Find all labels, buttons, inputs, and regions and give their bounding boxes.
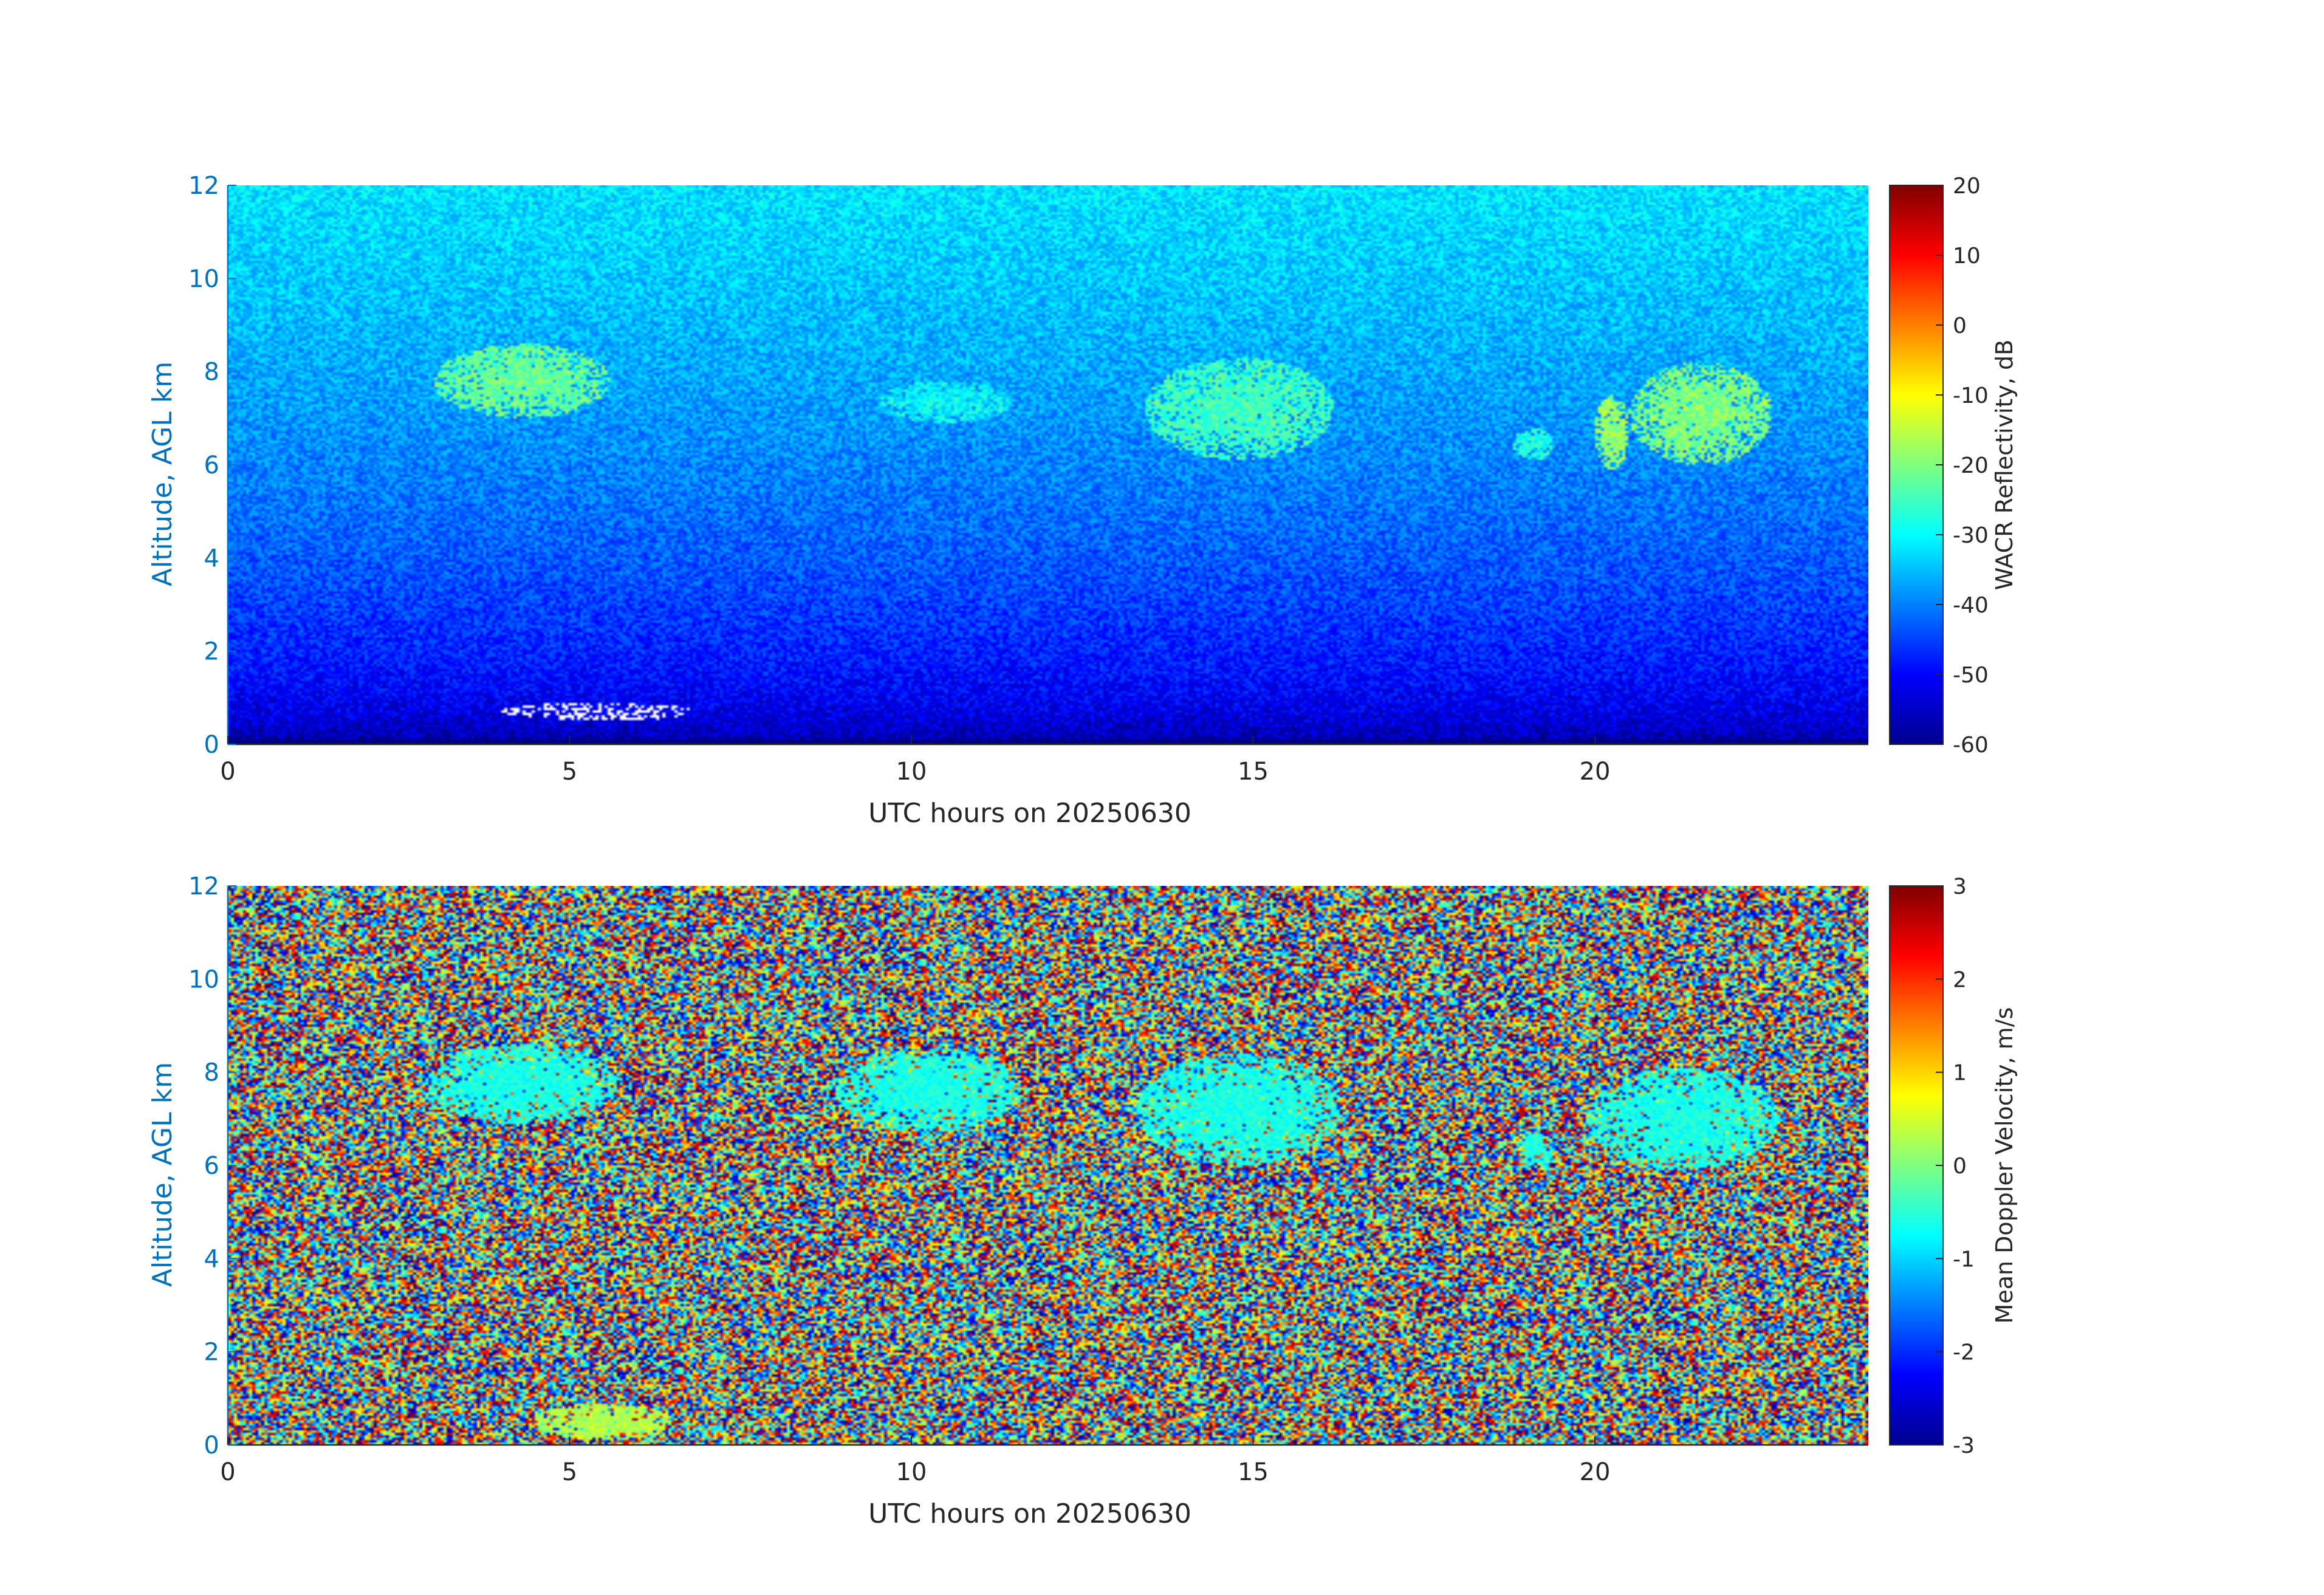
x-tick-label: 10 <box>896 758 927 786</box>
colorbar-tick-label: -60 <box>1953 733 1989 758</box>
x-tick-label: 20 <box>1580 1458 1611 1486</box>
y-tick-label: 2 <box>204 1339 219 1367</box>
colorbar-tick-label: 0 <box>1953 314 1967 338</box>
heatmap-raster-1 <box>228 185 1868 744</box>
heatmap-raster-2 <box>228 886 1868 1445</box>
colorbar-label: WACR Reflectivity, dB <box>1991 340 2018 590</box>
colorbar-tick-label: 2 <box>1953 967 1967 992</box>
y-tick-label: 8 <box>204 1059 219 1087</box>
colorbar-tick-label: 20 <box>1953 174 1981 199</box>
colorbar <box>1889 885 1944 1446</box>
y-tick-label: 0 <box>204 1432 219 1460</box>
y-tick-label: 2 <box>204 638 219 666</box>
colorbar-tick-label: 0 <box>1953 1154 1967 1179</box>
y-tick-label: 4 <box>204 1245 219 1273</box>
panel-1: 0 5 10 15 20 0 2 4 6 8 10 12 UTC hours on 20250630 Al… <box>147 172 2018 829</box>
x-tick-label: 0 <box>220 758 235 786</box>
y-tick-label: 6 <box>204 451 219 479</box>
colorbar-tick-label: -1 <box>1953 1247 1975 1272</box>
colorbar-tick-label: -50 <box>1953 663 1989 688</box>
x-tick-label: 20 <box>1580 758 1611 786</box>
colorbar-label: Mean Doppler Velocity, m/s <box>1991 1007 2018 1324</box>
y-tick-label: 8 <box>204 358 219 386</box>
y-tick-label: 4 <box>204 544 219 572</box>
y-tick-label: 10 <box>188 265 219 293</box>
y-axis-label: Altitude, AGL km <box>147 1062 178 1287</box>
y-tick-label: 12 <box>188 873 219 900</box>
y-tick-label: 6 <box>204 1152 219 1180</box>
x-tick-label: 5 <box>562 758 577 786</box>
colorbar-tick-label: -20 <box>1953 453 1989 478</box>
x-tick-label: 10 <box>896 1458 927 1486</box>
colorbar-tick-label: 3 <box>1953 874 1967 899</box>
y-tick-label: 10 <box>188 966 219 993</box>
colorbar-tick-label: -30 <box>1953 523 1989 548</box>
y-tick-label: 0 <box>204 731 219 759</box>
y-axis-label: Altitude, AGL km <box>147 362 178 586</box>
x-axis-label: UTC hours on 20250630 <box>868 1498 1191 1529</box>
colorbar <box>1889 185 1944 745</box>
x-tick-label: 5 <box>562 1458 577 1486</box>
x-axis-label: UTC hours on 20250630 <box>868 798 1191 829</box>
colorbar-tick-label: 1 <box>1953 1061 1967 1086</box>
x-tick-label: 0 <box>220 1458 235 1486</box>
y-tick-label: 12 <box>188 172 219 200</box>
colorbar-tick-label: -2 <box>1953 1340 1975 1365</box>
x-tick-label: 15 <box>1238 758 1269 786</box>
colorbar-tick-label: 10 <box>1953 244 1981 269</box>
colorbar-tick-label: -3 <box>1953 1433 1975 1458</box>
x-tick-label: 15 <box>1238 1458 1269 1486</box>
colorbar-tick-label: -40 <box>1953 593 1989 618</box>
colorbar-tick-label: -10 <box>1953 383 1989 408</box>
